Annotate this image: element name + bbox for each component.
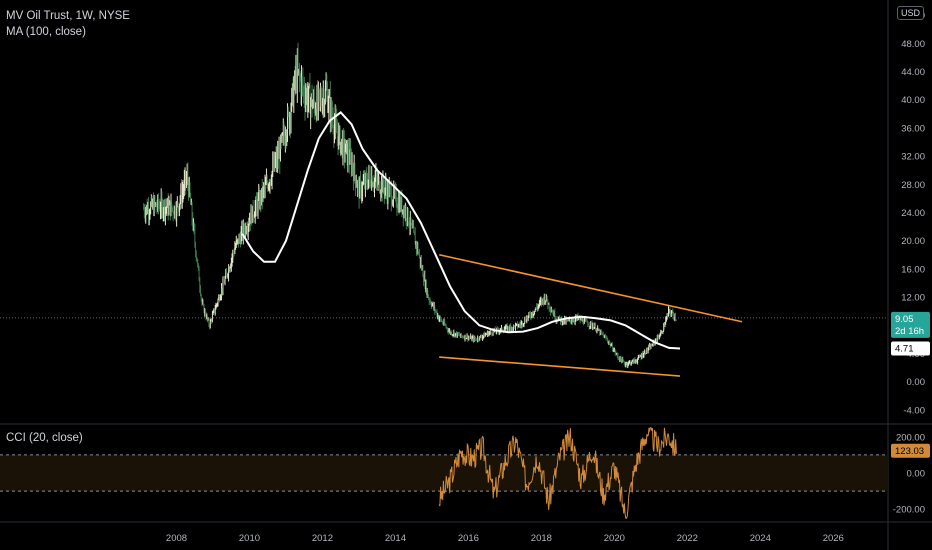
ma-series-group xyxy=(241,111,681,350)
last-price-badge-text: 2d 16h xyxy=(895,326,924,337)
time-tick-label: 2016 xyxy=(458,533,479,544)
last-price-badge-text: 9.05 xyxy=(895,314,914,325)
cci-tick-label: -200.00 xyxy=(893,505,925,516)
time-tick-label: 2012 xyxy=(312,533,333,544)
time-tick-label: 2008 xyxy=(166,533,187,544)
cci-tick-label: 0.00 xyxy=(907,469,926,480)
cci-line xyxy=(438,427,677,519)
price-tick-label: 20.00 xyxy=(901,236,925,247)
ma-value-badge-text: 4.71 xyxy=(895,343,914,354)
price-axis-ticks: -4.000.004.008.0012.0016.0020.0024.0028.… xyxy=(901,11,925,417)
time-tick-label: 2024 xyxy=(750,533,771,544)
price-tick-label: 12.00 xyxy=(901,293,925,304)
cci-value-badge xyxy=(891,443,930,458)
price-tick-label: 0.00 xyxy=(907,377,926,388)
price-tick-label: -4.00 xyxy=(903,405,925,416)
cci-legend-label: CCI (20, close) xyxy=(6,432,83,444)
time-tick-label: 2020 xyxy=(604,533,625,544)
upper-trendline[interactable] xyxy=(439,253,743,323)
cci-value-badge-text: 123.03 xyxy=(895,446,924,457)
price-tick-label: 48.00 xyxy=(901,39,925,50)
time-axis-ticks: 2008 2010 2012 2014 2016 2018 2020 2022 2024 2026 xyxy=(166,533,844,544)
price-series-group xyxy=(143,42,677,369)
currency-button[interactable]: USD xyxy=(896,6,924,20)
price-tick-label: 44.00 xyxy=(901,67,925,78)
ma-legend-label: MA (100, close) xyxy=(6,26,86,38)
price-tick-label: 28.00 xyxy=(901,180,925,191)
price-tick-label: 40.00 xyxy=(901,95,925,106)
time-tick-label: 2026 xyxy=(823,533,844,544)
cci-axis-ticks: 200.00 0.00 -200.00 xyxy=(893,432,925,515)
trendlines-group xyxy=(439,253,743,377)
price-tick-label: 24.00 xyxy=(901,208,925,219)
lower-trendline[interactable] xyxy=(439,356,681,377)
ma-value-badge xyxy=(891,341,930,356)
time-tick-label: 2014 xyxy=(385,533,406,544)
time-tick-label: 2022 xyxy=(677,533,698,544)
price-tick-label: 36.00 xyxy=(901,123,925,134)
chart-title: MV Oil Trust, 1W, NYSE xyxy=(6,10,130,22)
time-tick-label: 2010 xyxy=(239,533,260,544)
ma-line xyxy=(241,111,681,350)
cci-series-group xyxy=(438,427,677,519)
time-tick-label: 2018 xyxy=(531,533,552,544)
price-tick-label: 32.00 xyxy=(901,152,925,163)
last-price-badge xyxy=(891,311,930,338)
cci-tick-label: 200.00 xyxy=(896,432,925,443)
price-tick-label: 16.00 xyxy=(901,264,925,275)
